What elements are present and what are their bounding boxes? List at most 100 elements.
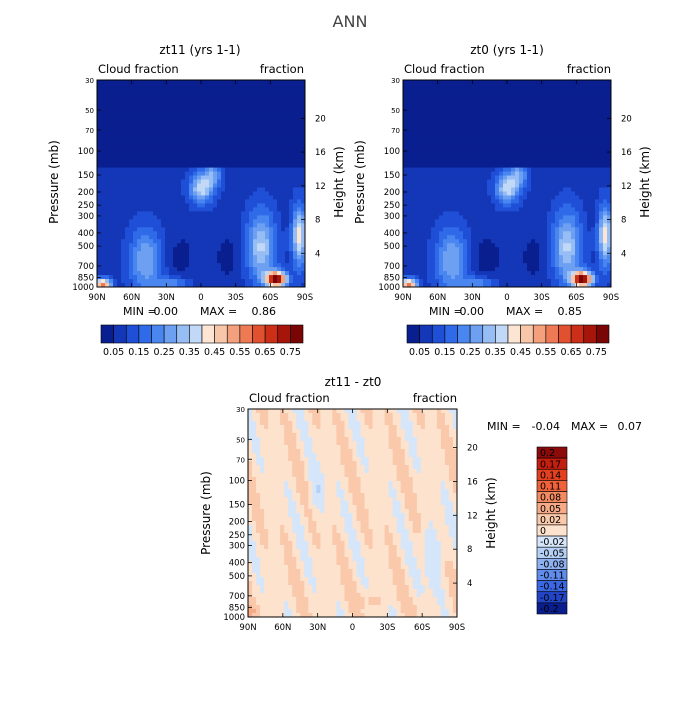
field-cell xyxy=(297,219,302,224)
field-cell xyxy=(463,223,468,228)
field-cell xyxy=(403,92,408,97)
field-cell xyxy=(253,144,258,149)
field-cell xyxy=(411,191,416,196)
field-cell xyxy=(293,271,298,276)
field-cell xyxy=(297,136,302,141)
field-cell xyxy=(519,207,524,212)
field-cell xyxy=(261,148,266,153)
field-cell xyxy=(431,112,436,117)
field-cell xyxy=(587,124,592,129)
field-cell xyxy=(281,88,286,93)
field-cell xyxy=(225,180,230,185)
field-cell xyxy=(427,184,432,189)
field-cell xyxy=(483,172,488,177)
field-cell xyxy=(487,112,492,117)
field-cell xyxy=(523,96,528,101)
field-cell xyxy=(237,275,242,280)
field-cell xyxy=(463,88,468,93)
field-cell xyxy=(125,80,130,85)
field-cell xyxy=(157,255,162,260)
field-cell xyxy=(579,184,584,189)
field-cell xyxy=(197,239,202,244)
field-cell xyxy=(599,243,604,248)
field-cell xyxy=(293,267,298,272)
field-cell xyxy=(125,112,130,117)
field-cell xyxy=(249,187,254,192)
field-cell xyxy=(547,100,552,105)
field-cell xyxy=(435,176,440,181)
field-cell xyxy=(157,140,162,145)
field-cell xyxy=(161,223,166,228)
field-cell xyxy=(551,112,556,117)
field-cell xyxy=(153,231,158,236)
field-cell xyxy=(575,136,580,141)
field-cell xyxy=(101,168,106,173)
field-cell xyxy=(173,144,178,149)
field-cell xyxy=(161,100,166,105)
field-cell xyxy=(515,128,520,133)
field-cell xyxy=(241,231,246,236)
field-cell xyxy=(117,251,122,256)
field-cell xyxy=(117,152,122,157)
field-cell xyxy=(169,168,174,173)
field-cell xyxy=(555,96,560,101)
field-cell xyxy=(595,195,600,200)
field-cell xyxy=(515,100,520,105)
field-cell xyxy=(101,235,106,240)
field-cell xyxy=(471,227,476,232)
field-cell xyxy=(205,128,210,133)
field-cell xyxy=(543,132,548,137)
field-cell xyxy=(471,136,476,141)
field-cell xyxy=(435,116,440,121)
field-cell xyxy=(491,148,496,153)
field-cell xyxy=(547,243,552,248)
field-cell xyxy=(129,251,134,256)
field-cell xyxy=(415,239,420,244)
field-cell xyxy=(471,164,476,169)
field-cell xyxy=(121,184,126,189)
field-cell xyxy=(439,164,444,169)
field-cell xyxy=(213,156,218,161)
field-cell xyxy=(181,108,186,113)
field-cell xyxy=(419,152,424,157)
field-cell xyxy=(197,132,202,137)
field-cell xyxy=(603,128,608,133)
field-cell xyxy=(281,227,286,232)
field-cell xyxy=(531,156,536,161)
field-cell xyxy=(579,156,584,161)
field-cell xyxy=(229,191,234,196)
field-cell xyxy=(491,180,496,185)
field-cell xyxy=(519,180,524,185)
field-cell xyxy=(137,92,142,97)
field-cell xyxy=(463,136,468,141)
field-cell xyxy=(407,223,412,228)
field-cell xyxy=(499,160,504,165)
field-cell xyxy=(173,132,178,137)
field-cell xyxy=(105,199,110,204)
field-cell xyxy=(97,271,102,276)
field-cell xyxy=(165,231,170,236)
field-cell xyxy=(137,104,142,109)
panel-title: zt0 (yrs 1-1) xyxy=(470,43,544,57)
field-cell xyxy=(451,104,456,109)
field-cell xyxy=(233,180,238,185)
field-cell xyxy=(531,136,536,141)
field-cell xyxy=(289,108,294,113)
field-cell xyxy=(475,120,480,125)
field-cell xyxy=(253,191,258,196)
field-cell xyxy=(499,108,504,113)
field-cell xyxy=(161,259,166,264)
field-cell xyxy=(149,140,154,145)
field-cell xyxy=(491,92,496,97)
field-cell xyxy=(547,191,552,196)
field-cell xyxy=(583,231,588,236)
field-cell xyxy=(451,199,456,204)
field-cell xyxy=(495,80,500,85)
field-cell xyxy=(595,211,600,216)
field-cell xyxy=(193,231,198,236)
field-cell xyxy=(443,164,448,169)
field-cell xyxy=(165,168,170,173)
field-cell xyxy=(285,223,290,228)
field-cell xyxy=(419,128,424,133)
field-cell xyxy=(519,235,524,240)
